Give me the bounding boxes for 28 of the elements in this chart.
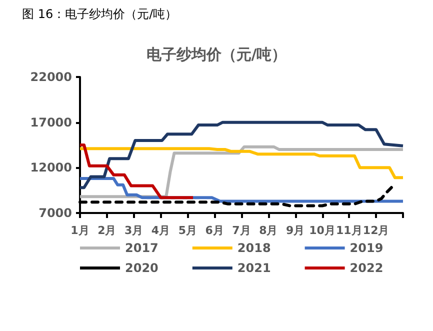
line-series bbox=[78, 120, 404, 190]
line-series bbox=[78, 144, 195, 200]
legend-label: 2019 bbox=[350, 241, 384, 255]
x-tick-label: 10月 bbox=[309, 224, 336, 237]
x-tick-label: 7月 bbox=[232, 224, 251, 237]
x-tick-label: 2月 bbox=[98, 224, 116, 237]
legend-label: 2018 bbox=[237, 241, 271, 255]
x-tick-label: 12月 bbox=[362, 224, 390, 237]
x-tick-label: 1月 bbox=[70, 224, 90, 237]
line-series bbox=[78, 145, 404, 198]
x-tick-label: 4月 bbox=[151, 224, 170, 237]
y-tick-label: 22000 bbox=[30, 70, 72, 84]
y-tick-label: 7000 bbox=[38, 206, 72, 220]
x-tick-label: 9月 bbox=[286, 224, 305, 237]
chart-title: 电子纱均价（元/吨） bbox=[146, 46, 287, 64]
legend-label: 2021 bbox=[237, 261, 271, 275]
x-tick-label: 8月 bbox=[259, 224, 278, 237]
legend-label: 2017 bbox=[125, 241, 158, 255]
caption: 图 16：电子纱均价（元/吨） bbox=[22, 7, 178, 21]
x-tick-label: 11月 bbox=[336, 224, 362, 237]
line-series bbox=[78, 147, 404, 180]
y-tick-label: 17000 bbox=[30, 115, 72, 130]
legend-label: 2020 bbox=[125, 261, 158, 275]
x-tick-label: 5月 bbox=[178, 224, 197, 237]
legend-label: 2022 bbox=[350, 261, 384, 275]
y-tick-label: 12000 bbox=[30, 160, 72, 175]
x-tick-label: 3月 bbox=[124, 224, 144, 237]
x-tick-label: 6月 bbox=[205, 224, 224, 237]
